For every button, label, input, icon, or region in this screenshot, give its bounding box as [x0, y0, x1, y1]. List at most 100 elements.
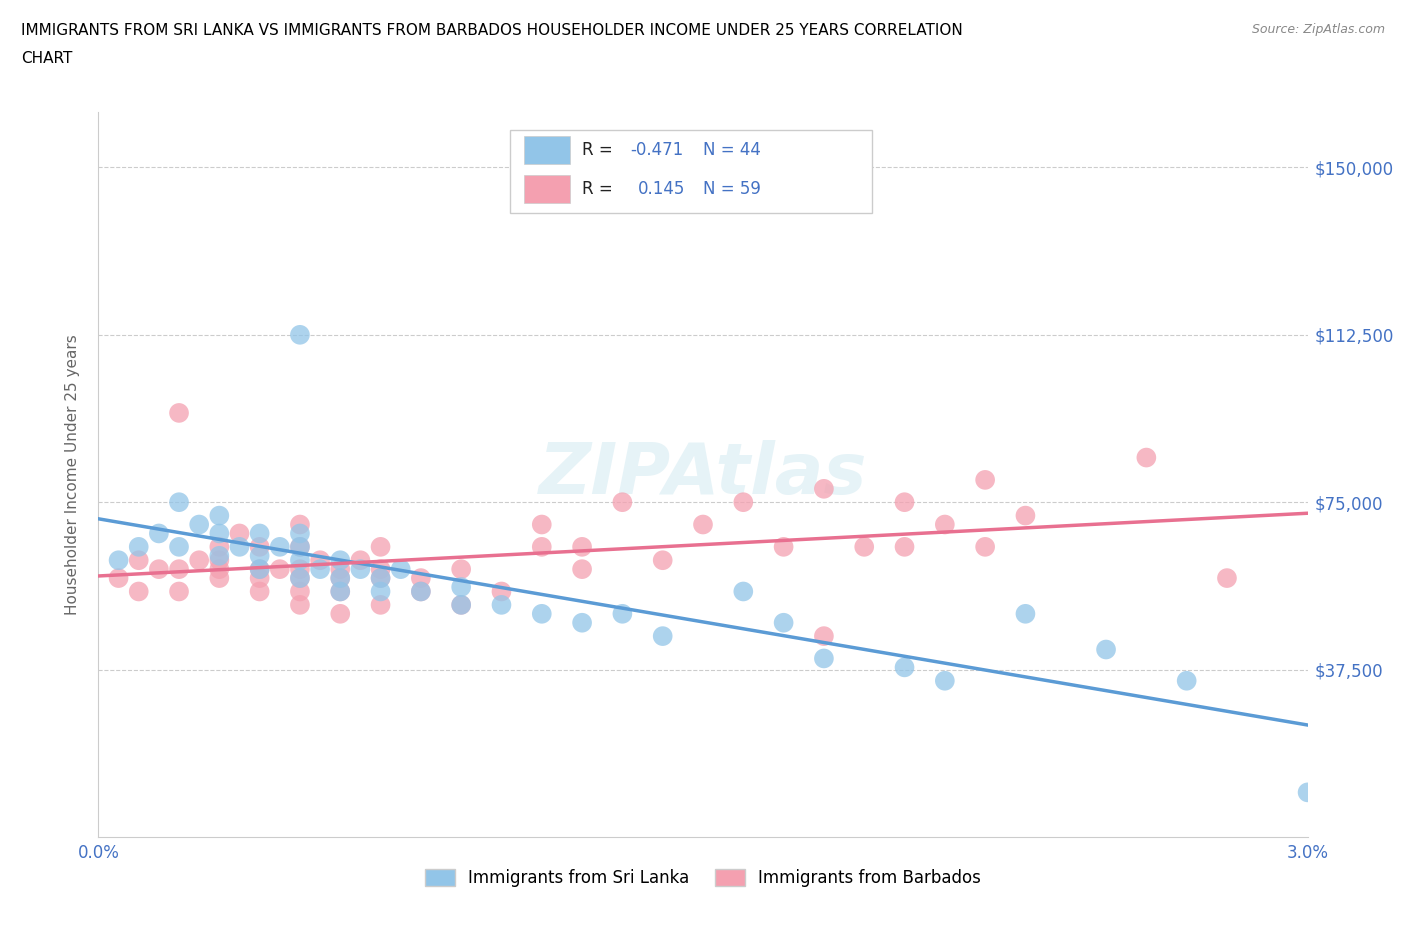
Point — [329, 562, 352, 577]
Point — [249, 571, 271, 586]
Point — [329, 571, 352, 586]
Point — [853, 539, 876, 554]
Point — [208, 526, 231, 541]
Text: N = 59: N = 59 — [703, 180, 761, 198]
Point — [288, 552, 311, 567]
Point — [651, 552, 673, 567]
Point — [188, 552, 211, 567]
Point — [228, 526, 250, 541]
Point — [571, 562, 593, 577]
Point — [288, 517, 311, 532]
Point — [772, 616, 794, 631]
Point — [893, 495, 915, 510]
Point — [370, 571, 392, 586]
Point — [934, 517, 956, 532]
Text: 0.145: 0.145 — [638, 180, 685, 198]
Point — [813, 629, 835, 644]
Point — [370, 597, 392, 612]
Point — [107, 552, 129, 567]
Point — [571, 616, 593, 631]
Point — [107, 571, 129, 586]
Y-axis label: Householder Income Under 25 years: Householder Income Under 25 years — [65, 334, 80, 615]
Point — [329, 584, 352, 599]
Text: CHART: CHART — [21, 51, 73, 66]
Point — [167, 584, 190, 599]
Point — [208, 539, 231, 554]
Point — [450, 579, 472, 594]
Point — [288, 571, 311, 586]
Point — [1175, 673, 1198, 688]
Text: R =: R = — [582, 180, 619, 198]
Point — [450, 562, 472, 577]
Point — [813, 651, 835, 666]
Point — [167, 405, 190, 420]
Point — [329, 584, 352, 599]
Point — [249, 562, 271, 577]
Point — [530, 517, 553, 532]
Point — [329, 571, 352, 586]
Point — [389, 562, 412, 577]
Point — [1135, 450, 1157, 465]
Point — [128, 539, 150, 554]
Point — [974, 539, 997, 554]
FancyBboxPatch shape — [509, 130, 872, 213]
Point — [329, 606, 352, 621]
Point — [1296, 785, 1319, 800]
Point — [288, 571, 311, 586]
Point — [612, 606, 634, 621]
Point — [208, 508, 231, 523]
Point — [148, 526, 170, 541]
Point — [934, 673, 956, 688]
Point — [249, 562, 271, 577]
Text: IMMIGRANTS FROM SRI LANKA VS IMMIGRANTS FROM BARBADOS HOUSEHOLDER INCOME UNDER 2: IMMIGRANTS FROM SRI LANKA VS IMMIGRANTS … — [21, 23, 963, 38]
Point — [249, 549, 271, 564]
Point — [167, 495, 190, 510]
Point — [612, 495, 634, 510]
Point — [893, 539, 915, 554]
Point — [1014, 606, 1036, 621]
Point — [370, 571, 392, 586]
Point — [349, 562, 371, 577]
Point — [692, 517, 714, 532]
Point — [208, 562, 231, 577]
Point — [450, 597, 472, 612]
Point — [188, 517, 211, 532]
Point — [208, 549, 231, 564]
Point — [249, 584, 271, 599]
Point — [269, 539, 291, 554]
FancyBboxPatch shape — [524, 137, 569, 164]
Point — [349, 552, 371, 567]
Legend: Immigrants from Sri Lanka, Immigrants from Barbados: Immigrants from Sri Lanka, Immigrants fr… — [419, 862, 987, 894]
Point — [1095, 642, 1118, 657]
Text: Source: ZipAtlas.com: Source: ZipAtlas.com — [1251, 23, 1385, 36]
Point — [571, 539, 593, 554]
Point — [167, 562, 190, 577]
Point — [1216, 571, 1239, 586]
Text: ZIPAtlas: ZIPAtlas — [538, 440, 868, 509]
Point — [733, 584, 755, 599]
Point — [491, 584, 513, 599]
Point — [530, 606, 553, 621]
Point — [288, 327, 311, 342]
Point — [288, 584, 311, 599]
Point — [288, 539, 311, 554]
Point — [288, 597, 311, 612]
Point — [249, 539, 271, 554]
FancyBboxPatch shape — [524, 176, 569, 203]
Point — [813, 482, 835, 497]
Point — [1014, 508, 1036, 523]
Point — [128, 584, 150, 599]
Point — [208, 552, 231, 567]
Point — [450, 597, 472, 612]
Point — [772, 539, 794, 554]
Point — [128, 552, 150, 567]
Point — [370, 584, 392, 599]
Point — [974, 472, 997, 487]
Point — [309, 552, 332, 567]
Point — [249, 526, 271, 541]
Point — [651, 629, 673, 644]
Point — [409, 584, 432, 599]
Point — [208, 571, 231, 586]
Point — [370, 539, 392, 554]
Point — [491, 597, 513, 612]
